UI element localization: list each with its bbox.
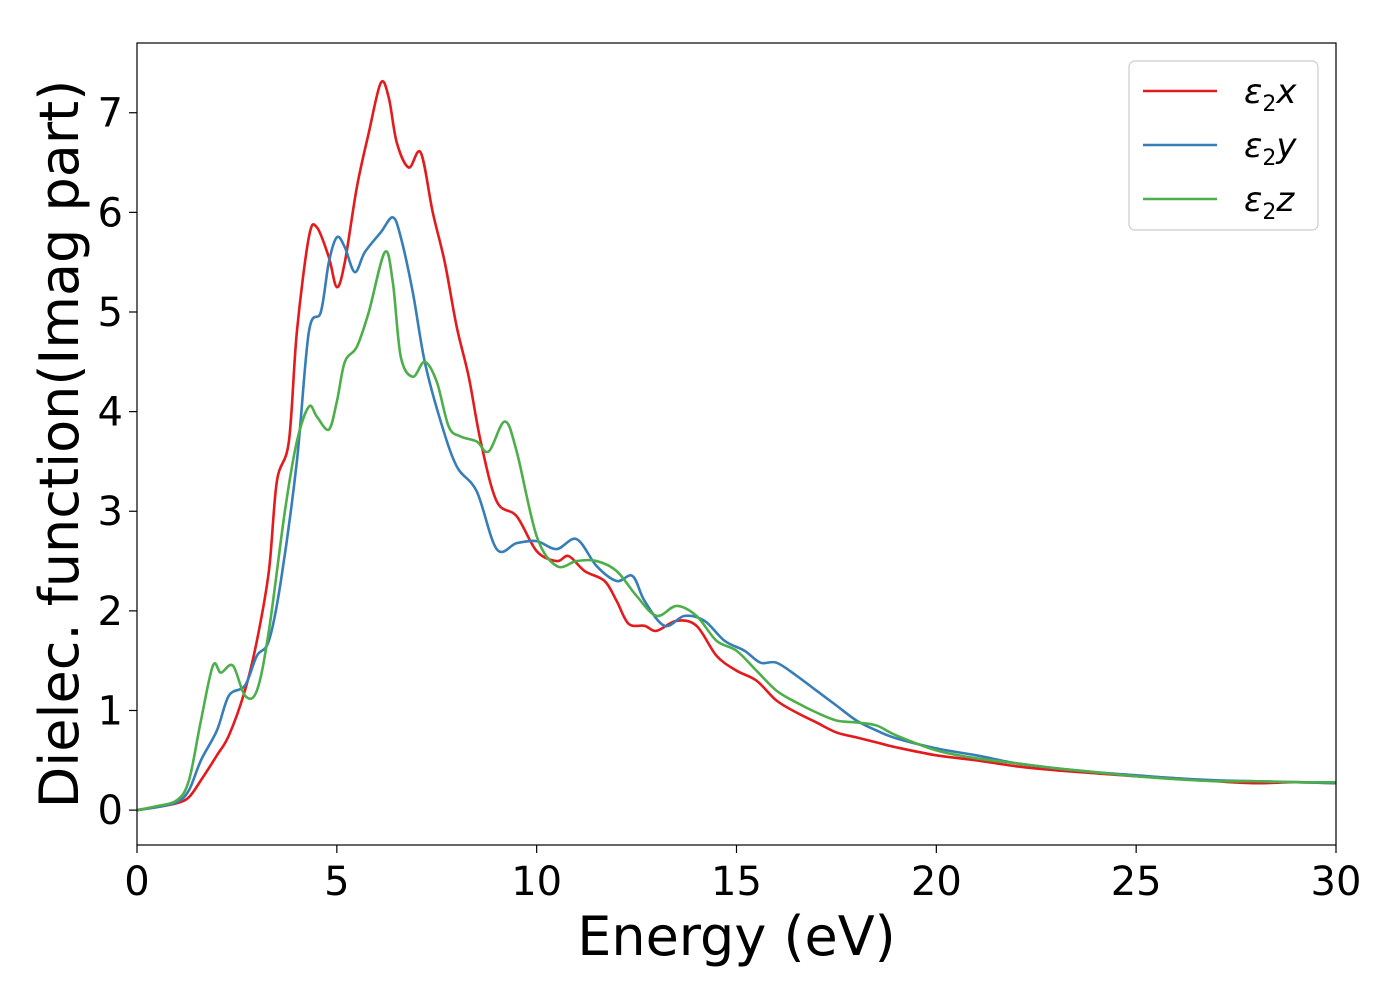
series-line-z — [137, 250, 1336, 812]
y-axis-label: Dielec. function(Imag part) — [28, 80, 91, 809]
x-axis-label: Energy (eV) — [577, 905, 896, 968]
x-tick-label: 5 — [324, 859, 349, 905]
y-tick-label: 0 — [98, 788, 123, 834]
legend-label-z: ε2z — [1244, 180, 1295, 225]
series-line-x — [137, 80, 1336, 812]
x-tick-label: 20 — [911, 859, 962, 905]
y-tick-label: 2 — [98, 589, 123, 635]
x-tick-label: 0 — [124, 859, 149, 905]
legend-label-x: ε2x — [1244, 72, 1297, 117]
x-tick-label: 10 — [511, 859, 562, 905]
x-tick-label: 15 — [711, 859, 762, 905]
y-tick-label: 7 — [98, 91, 123, 137]
y-tick-label: 5 — [98, 290, 123, 336]
legend-box — [1128, 60, 1319, 231]
x-tick-label: 30 — [1311, 859, 1362, 905]
legend-label-y: ε2y — [1244, 126, 1297, 171]
x-axis: 0 5 10 15 20 25 30 — [124, 845, 1361, 905]
y-tick-label: 4 — [98, 390, 123, 436]
series-layer — [137, 80, 1336, 812]
legend: ε2x ε2y ε2z — [1128, 60, 1319, 231]
series-line-y — [137, 216, 1336, 812]
y-tick-label: 1 — [98, 689, 123, 735]
y-axis: 0 1 2 3 4 5 6 7 — [98, 91, 137, 834]
y-tick-label: 3 — [98, 489, 123, 535]
y-tick-label: 6 — [98, 190, 123, 236]
x-tick-label: 25 — [1111, 859, 1162, 905]
